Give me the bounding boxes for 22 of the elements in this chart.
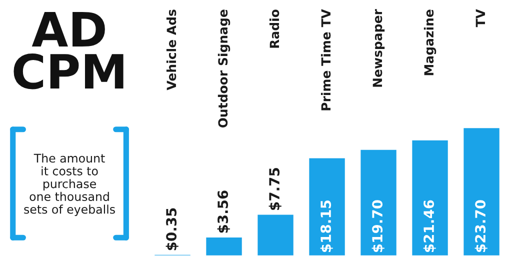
bar bbox=[462, 126, 501, 256]
chart-title: AD CPM bbox=[14, 12, 124, 90]
bar bbox=[204, 236, 244, 256]
x-tick-label: TV bbox=[476, 9, 485, 28]
bar bbox=[308, 156, 346, 256]
x-tick-label: Radio bbox=[269, 10, 280, 48]
data-label: $18.15 bbox=[320, 200, 333, 252]
data-label: $0.35 bbox=[166, 208, 178, 250]
bar bbox=[256, 213, 295, 256]
x-tick-label: Prime Time TV bbox=[320, 9, 331, 110]
data-label: $3.56 bbox=[217, 190, 230, 233]
text: The amount it costs to purchase one thousand sets of eyeballs bbox=[24, 154, 115, 216]
x-tick-label: Newspaper bbox=[372, 9, 385, 87]
x-tick-label: Magazine bbox=[424, 10, 436, 76]
bar bbox=[410, 138, 450, 256]
data-label: $7.75 bbox=[268, 168, 282, 210]
x-tick-label: Outdoor Signage bbox=[218, 10, 230, 128]
data-label: $21.46 bbox=[423, 200, 436, 252]
x-tick-label: Vehicle Ads bbox=[166, 10, 176, 90]
data-label: $23.70 bbox=[474, 200, 488, 252]
bar bbox=[359, 148, 398, 256]
data-label: $19.70 bbox=[372, 200, 384, 252]
